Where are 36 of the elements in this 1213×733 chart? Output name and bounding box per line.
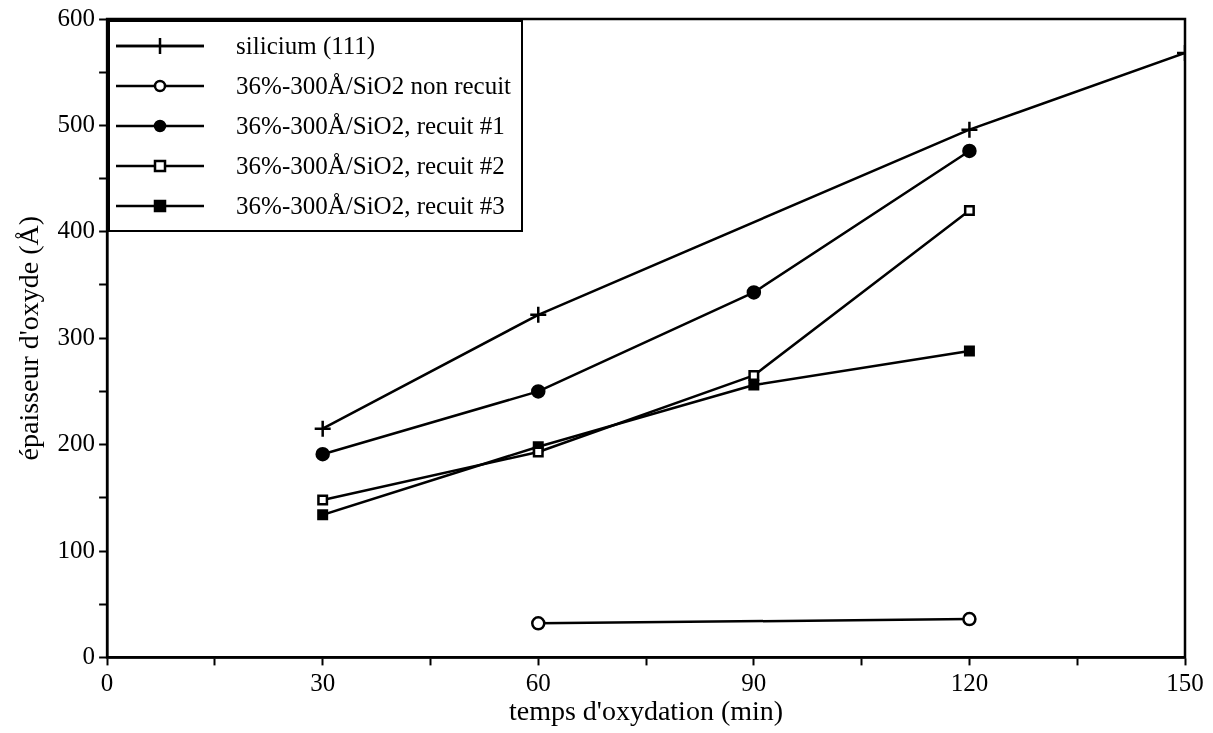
point <box>960 120 979 139</box>
legend-label: 36%-300Å/SiO2, recuit #3 <box>236 191 505 221</box>
legend-label: 36%-300Å/SiO2, recuit #1 <box>236 111 505 141</box>
y-axis-title: épaisseur d'oxyde (Å) <box>13 215 45 461</box>
legend-label: 36%-300Å/SiO2, recuit #2 <box>236 151 505 181</box>
x-axis-title: temps d'oxydation (min) <box>508 694 784 726</box>
point <box>317 494 329 506</box>
y-tick-label: 600 <box>57 3 96 31</box>
point <box>963 205 975 217</box>
point <box>962 143 977 159</box>
point <box>748 379 760 391</box>
point <box>746 285 762 300</box>
x-tick-label: 150 <box>1166 668 1204 696</box>
x-tick-label: 30 <box>310 668 336 696</box>
x-tick-label: 90 <box>741 668 767 696</box>
x-tick-label: 60 <box>525 668 551 696</box>
point <box>315 446 330 462</box>
y-tick-label: 200 <box>57 429 96 457</box>
x-tick-label: 0 <box>100 668 114 696</box>
y-tick-label: 0 <box>82 641 96 669</box>
point <box>529 305 548 325</box>
x-tick-label: 120 <box>950 668 989 696</box>
point <box>748 369 760 381</box>
point <box>963 345 975 357</box>
point <box>532 446 544 458</box>
legend-label: 36%-300Å/SiO2 non recuit <box>236 71 512 101</box>
point <box>962 611 977 627</box>
y-tick-label: 400 <box>57 216 96 244</box>
point <box>531 616 546 631</box>
y-tick-label: 100 <box>57 535 96 563</box>
point <box>531 384 546 399</box>
y-tick-label: 500 <box>57 109 96 137</box>
legend-label: silicium (111) <box>236 31 376 62</box>
point <box>317 509 329 521</box>
y-tick-label: 300 <box>57 322 96 350</box>
point <box>313 419 332 438</box>
